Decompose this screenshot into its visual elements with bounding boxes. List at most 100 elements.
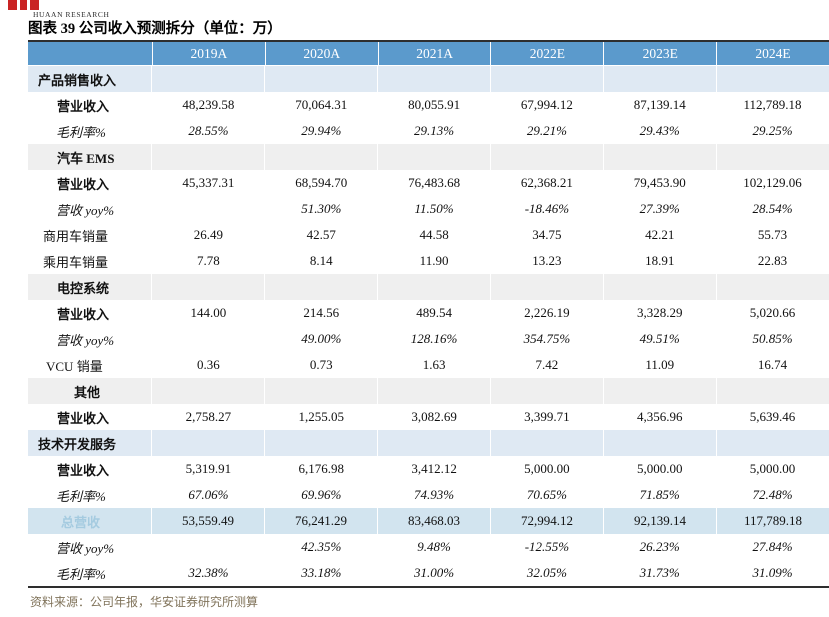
row-label-cell: 营收 yoy% [56,202,115,218]
row-label-cell: 营收 yoy% [56,332,115,348]
value-cell: 53,559.49 [152,508,265,534]
value-cell: 354.75% [523,331,571,346]
table-row: 营收 yoy% 42.35% 9.48% -12.55% 26.23% 27.84% [28,534,829,560]
table-row: 营收 yoy% 49.00% 128.16% 354.75% 49.51% 50.85% [28,326,829,352]
value-cell: 33.18% [301,565,342,580]
row-label-cell: 电控系统 [28,274,152,300]
value-cell: 117,789.18 [743,513,803,528]
value-cell: 87,139.14 [633,97,686,112]
value-cell: 49.51% [639,331,680,346]
value-cell [152,378,265,404]
value-cell: 11.50% [414,201,454,216]
row-label-cell: 毛利率% [56,566,106,582]
value-cell: 1.63 [422,357,446,372]
header-label-cell [28,42,153,65]
value-cell: 76,483.68 [408,175,461,190]
value-cell: 6,176.98 [298,461,344,476]
row-label-cell: 营业收入 [57,306,110,322]
table-row: 产品销售收入 [28,66,829,92]
value-cell: 80,055.91 [408,97,461,112]
value-cell: 1,255.05 [298,409,344,424]
revenue-forecast-table: 2019A 2020A 2021A 2022E 2023E 2024E 产品销售收入营业收… [28,40,829,588]
value-cell: 76,241.29 [265,508,378,534]
row-label-cell: 毛利率% [56,488,106,504]
brand-name: HUAAN RESEARCH [33,10,110,19]
value-cell: 3,082.69 [411,409,457,424]
value-cell: 42.57 [306,227,336,242]
value-cell [378,144,491,170]
value-cell: 55.73 [757,227,788,242]
figure-title: 图表 39 公司收入预测拆分（单位：万） [28,21,282,37]
value-cell: -12.55% [524,539,570,554]
row-label-cell: 其他 [28,378,152,404]
value-cell: 16.74 [757,357,788,372]
value-cell [491,378,604,404]
table-row: 营业收入 144.00 214.56 489.54 2,226.19 3,328.29 5,… [28,300,829,326]
row-label-cell: 营收 yoy% [56,540,115,556]
value-cell [491,430,604,456]
row-label-cell: 乘用车销量 [43,254,109,270]
row-label-cell: 汽车 EMS [28,144,152,170]
value-cell: 71.85% [639,487,680,502]
value-cell [604,274,717,300]
value-cell [717,144,829,170]
year-header-cell: 2023E [604,42,718,65]
row-label-cell: 总营收 [28,508,152,534]
value-cell: 7.78 [197,253,220,268]
value-cell [152,144,265,170]
value-cell: 8.14 [309,253,333,268]
table-row: 毛利率% 28.55% 29.94% 29.13% 29.21% 29.43% 29.25% [28,118,829,144]
value-cell: 5,020.66 [749,305,796,320]
value-cell: 13.23 [532,253,562,268]
value-cell [152,326,265,352]
value-cell: 2,226.19 [524,305,570,320]
value-cell: 32.05% [526,565,567,580]
table-header-row: 2019A 2020A 2021A 2022E 2023E 2024E [28,42,829,66]
value-cell: 48,239.58 [182,97,235,112]
table-row: 商用车销量 26.49 42.57 44.58 34.75 42.21 55.73 [28,222,829,248]
value-cell: 0.73 [309,357,333,372]
year-header-cell: 2021A [379,42,492,65]
value-cell: 22.83 [757,253,788,268]
value-cell: 112,789.18 [743,97,802,112]
value-cell: 42.35% [301,539,342,554]
value-cell: 67.06% [188,487,229,502]
value-cell [604,66,717,92]
value-cell [717,274,829,300]
row-label-cell: 营业收入 [57,98,110,114]
value-cell: 489.54 [416,305,452,320]
source-note: 资料来源：公司年报，华安证券研究所测算 [30,595,259,609]
value-cell [265,66,378,92]
value-cell: 27.84% [752,539,793,554]
value-cell: 72.48% [752,487,793,502]
value-cell: 3,399.71 [524,409,570,424]
value-cell [265,430,378,456]
value-cell: 62,368.21 [520,175,573,190]
value-cell: 34.75 [532,227,562,242]
year-header-cell: 2020A [266,42,379,65]
value-cell [265,144,378,170]
value-cell: 11.09 [645,357,675,372]
value-cell: -18.46% [524,201,570,216]
value-cell: 26.23% [639,539,680,554]
value-cell: 7.42 [535,357,559,372]
value-cell [152,430,265,456]
value-cell: 18.91 [645,253,675,268]
value-cell: 32.38% [188,565,229,580]
value-cell: 4,356.96 [636,409,683,424]
value-cell: 68,594.70 [295,175,348,190]
table-row: 电控系统 [28,274,829,300]
value-cell [378,66,491,92]
value-cell [152,196,265,222]
value-cell [152,534,265,560]
value-cell [152,274,265,300]
row-label-cell: 营业收入 [57,410,110,426]
value-cell: 29.43% [639,123,680,138]
table-row: 技术开发服务 [28,430,829,456]
value-cell [491,66,604,92]
value-cell: 51.30% [301,201,342,216]
table-row: 营收 yoy% 51.30% 11.50% -18.46% 27.39% 28.54% [28,196,829,222]
value-cell: 31.00% [414,565,455,580]
table-row: VCU 销量 0.36 0.73 1.63 7.42 11.09 16.74 [28,352,829,378]
